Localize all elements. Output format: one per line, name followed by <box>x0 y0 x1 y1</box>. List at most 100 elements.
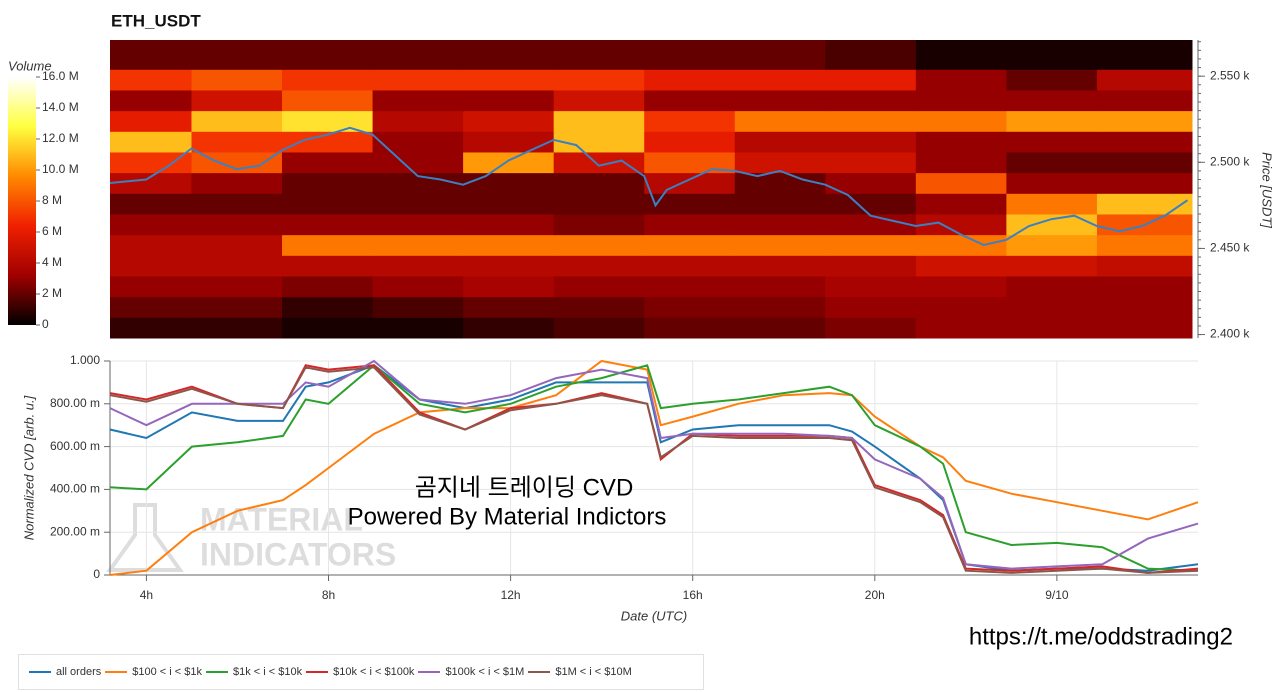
heatmap-cell <box>734 151 826 174</box>
heatmap-cell <box>191 69 283 91</box>
heatmap-cell <box>110 193 192 215</box>
heatmap-cell <box>372 151 464 174</box>
heatmap-cell <box>553 151 645 174</box>
heatmap-cell <box>734 69 826 91</box>
legend-item[interactable]: $100k < i < $1M <box>418 666 524 678</box>
legend-label: $1k < i < $10k <box>232 666 303 678</box>
heatmap-cell <box>1006 193 1098 215</box>
x-tick-label: 9/10 <box>1045 588 1069 602</box>
heatmap-cell <box>915 151 1007 174</box>
heatmap-cell <box>734 213 826 236</box>
heatmap-cell <box>282 317 374 339</box>
heatmap-cell <box>644 69 736 91</box>
heatmap-cell <box>463 40 555 70</box>
heatmap-cell <box>282 110 374 132</box>
heatmap-cell <box>282 40 374 70</box>
legend: all orders $100 < i < $1k $1k < i < $10k $1… <box>18 654 704 690</box>
x-tick-label: 20h <box>865 588 885 602</box>
legend-swatch <box>306 671 329 673</box>
heatmap-cell <box>825 275 917 298</box>
heatmap-cell <box>644 296 736 318</box>
heatmap-cell <box>825 89 917 112</box>
heatmap-cell <box>915 213 1007 236</box>
legend-item[interactable]: $1M < i < $10M <box>528 666 632 678</box>
heatmap-cell <box>644 234 736 256</box>
heatmap-cell <box>1006 234 1098 256</box>
x-tick-label: 16h <box>683 588 703 602</box>
heatmap-cell <box>110 317 192 339</box>
colorbar-tick-label: 8 M <box>42 193 62 207</box>
heatmap-cell <box>1006 317 1098 339</box>
cvd-line <box>109 363 1199 572</box>
legend-swatch <box>105 671 128 673</box>
heatmap-cell <box>644 213 736 236</box>
legend-item[interactable]: all orders <box>29 666 101 678</box>
annotation: Powered By Material Indictors <box>348 503 667 530</box>
cvd-line <box>109 359 1199 576</box>
legend-swatch <box>528 671 551 673</box>
legend-swatch <box>29 671 51 673</box>
heatmap-cell <box>110 131 192 153</box>
heatmap-cell <box>915 172 1007 194</box>
heatmap-cell <box>110 89 192 112</box>
heatmap-cell <box>372 89 464 112</box>
heatmap-cell <box>915 110 1007 132</box>
colorbar-tick-label: 16.0 M <box>42 69 79 83</box>
x-tick-label: 12h <box>501 588 521 602</box>
heatmap-cell <box>1096 275 1193 298</box>
heatmap-cell <box>825 255 917 277</box>
heatmap-cell <box>282 255 374 277</box>
heatmap-cell <box>110 151 192 174</box>
price-line <box>109 126 1189 247</box>
heatmap-cell <box>463 172 555 194</box>
heatmap-cell <box>1096 89 1193 112</box>
legend-label: all orders <box>56 666 102 678</box>
heatmap-cell <box>463 255 555 277</box>
heatmap-cell <box>372 172 464 194</box>
heatmap-cell <box>644 131 736 153</box>
heatmap-cell <box>1006 275 1098 298</box>
legend-label: $100 < i < $1k <box>132 666 202 678</box>
heatmap-cell <box>463 317 555 339</box>
legend-item[interactable]: $10k < i < $100k <box>306 666 414 678</box>
x-axis-label: Date (UTC) <box>621 608 687 623</box>
heatmap-cell <box>734 234 826 256</box>
heatmap-cell <box>915 40 1007 70</box>
heatmap-cell <box>644 317 736 339</box>
heatmap-cell <box>191 131 283 153</box>
heatmap-cell <box>191 110 283 132</box>
y-tick-label: 800.00 m <box>50 396 100 410</box>
heatmap-cell <box>825 193 917 215</box>
heatmap-cell <box>282 234 374 256</box>
heatmap-cell <box>372 234 464 256</box>
heatmap-cell <box>463 89 555 112</box>
y-tick-label: 200.00 m <box>50 524 100 538</box>
heatmap-cell <box>463 275 555 298</box>
heatmap-cell <box>1006 172 1098 194</box>
heatmap-cell <box>825 151 917 174</box>
heatmap-cell <box>553 296 645 318</box>
watermark-text: MATERIAL <box>200 501 363 537</box>
heatmap-cell <box>1096 193 1193 215</box>
heatmap-cell <box>915 193 1007 215</box>
heatmap-cell <box>1096 296 1193 318</box>
y-tick-label: 600.00 m <box>50 439 100 453</box>
heatmap-cell <box>282 193 374 215</box>
heatmap-cell <box>915 275 1007 298</box>
heatmap-cell <box>463 110 555 132</box>
legend-item[interactable]: $100 < i < $1k <box>105 666 202 678</box>
heatmap-cell <box>825 69 917 91</box>
y-tick-label: 0 <box>93 567 100 581</box>
heatmap-cell <box>1096 69 1193 91</box>
heatmap-cell <box>1006 69 1098 91</box>
legend-item[interactable]: $1k < i < $10k <box>205 666 303 678</box>
y-tick-label: 2.400 k <box>1210 327 1250 341</box>
heatmap-cell <box>282 131 374 153</box>
heatmap-cell <box>734 110 826 132</box>
heatmap-cell <box>553 110 645 132</box>
heatmap-cell <box>463 151 555 174</box>
y-axis-label: Normalized CVD [arb. u.] <box>21 395 36 540</box>
heatmap-cell <box>915 296 1007 318</box>
heatmap-cell <box>282 151 374 174</box>
